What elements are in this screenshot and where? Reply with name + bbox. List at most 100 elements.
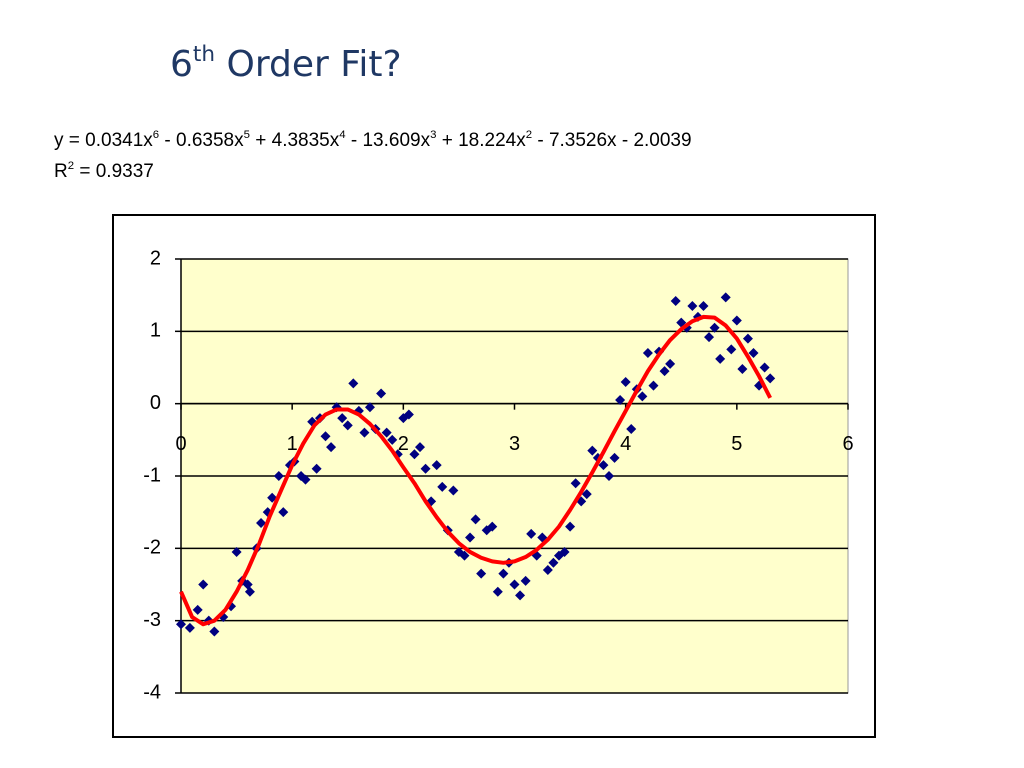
data-point: [403, 409, 414, 420]
data-point: [348, 378, 359, 389]
data-point: [376, 388, 387, 399]
superscript: 6: [152, 129, 160, 142]
data-point: [337, 413, 348, 424]
data-point: [448, 485, 459, 496]
data-point: [731, 315, 742, 326]
data-point: [548, 557, 559, 568]
x-tick-label: 0: [175, 433, 186, 455]
text-part: - 0.6358x: [159, 130, 244, 151]
superscript: 4: [339, 129, 346, 142]
data-point: [364, 402, 375, 413]
text-part: + 18.224x: [436, 130, 526, 151]
superscript: 5: [243, 129, 250, 142]
data-point: [231, 546, 242, 557]
data-point: [326, 442, 337, 453]
data-point: [415, 442, 426, 453]
data-point: [431, 460, 442, 471]
data-point: [359, 427, 370, 438]
x-tick-label: 3: [509, 433, 520, 455]
data-point: [615, 395, 626, 406]
x-tick-label: 6: [842, 433, 853, 455]
data-point: [278, 507, 289, 518]
data-point: [715, 353, 726, 364]
data-point: [342, 420, 353, 431]
data-point: [387, 434, 398, 445]
y-tick-label: -3: [143, 609, 161, 631]
y-tick-label: -2: [143, 537, 161, 559]
text-part: y = 0.0341x: [54, 130, 153, 151]
data-point: [381, 427, 392, 438]
data-point: [626, 423, 637, 434]
data-point: [587, 445, 598, 456]
data-point: [665, 358, 676, 369]
text-part: R: [54, 161, 68, 182]
data-point: [192, 604, 203, 615]
data-point: [515, 590, 526, 601]
data-point: [559, 546, 570, 557]
data-point: [542, 565, 553, 576]
data-point: [642, 348, 653, 359]
data-point: [273, 471, 284, 481]
x-tick-label: 5: [731, 433, 742, 455]
slide-title: 6th Order Fit?: [170, 44, 402, 85]
x-tick-label: 2: [398, 433, 409, 455]
y-tick-label: 0: [150, 392, 161, 414]
superscript: th: [192, 41, 216, 67]
data-point: [687, 301, 698, 312]
text-part: Order Fit?: [215, 44, 402, 85]
data-point: [420, 463, 431, 474]
superscript: 2: [525, 129, 533, 142]
superscript: 2: [67, 160, 75, 173]
data-point: [209, 626, 220, 637]
data-point: [748, 348, 759, 359]
data-point: [242, 579, 253, 590]
data-point: [526, 528, 537, 539]
data-point: [198, 579, 209, 590]
data-point: [437, 481, 448, 492]
data-point: [509, 579, 520, 590]
data-point: [737, 363, 748, 374]
data-point: [476, 568, 487, 579]
text-part: - 7.3526x - 2.0039: [532, 130, 692, 151]
data-point: [487, 521, 498, 532]
data-point: [742, 333, 753, 344]
y-tick-label: -4: [143, 681, 161, 703]
data-point: [256, 518, 267, 529]
data-point: [720, 292, 731, 303]
data-point: [670, 295, 681, 306]
y-tick-label: 1: [150, 320, 161, 342]
text-part: + 4.3835x: [249, 130, 340, 151]
data-point: [659, 366, 670, 377]
data-point: [598, 460, 609, 471]
text-part: - 13.609x: [345, 130, 431, 151]
data-point: [492, 586, 503, 597]
data-point: [459, 550, 470, 561]
data-point: [498, 568, 509, 579]
text-part: = 0.9337: [74, 161, 154, 182]
data-point: [581, 489, 592, 500]
data-point: [409, 449, 420, 460]
data-point: [300, 474, 311, 485]
data-point: [176, 619, 186, 630]
data-point: [244, 586, 255, 597]
y-tick-label: -1: [143, 464, 161, 486]
x-tick-label: 4: [620, 433, 631, 455]
text-part: 6: [170, 44, 193, 85]
data-point: [637, 391, 648, 402]
data-point: [726, 344, 737, 355]
data-point: [704, 332, 715, 343]
fit-line: [179, 314, 772, 627]
r-squared: R2 = 0.9337: [54, 160, 154, 183]
superscript: 3: [430, 129, 437, 142]
data-point: [465, 532, 476, 543]
data-point: [520, 575, 531, 586]
data-point: [709, 322, 720, 333]
data-point: [565, 521, 576, 532]
data-point: [184, 622, 195, 633]
data-point: [311, 463, 322, 474]
data-point: [320, 431, 331, 442]
data-point: [648, 380, 659, 391]
data-point: [698, 301, 709, 312]
